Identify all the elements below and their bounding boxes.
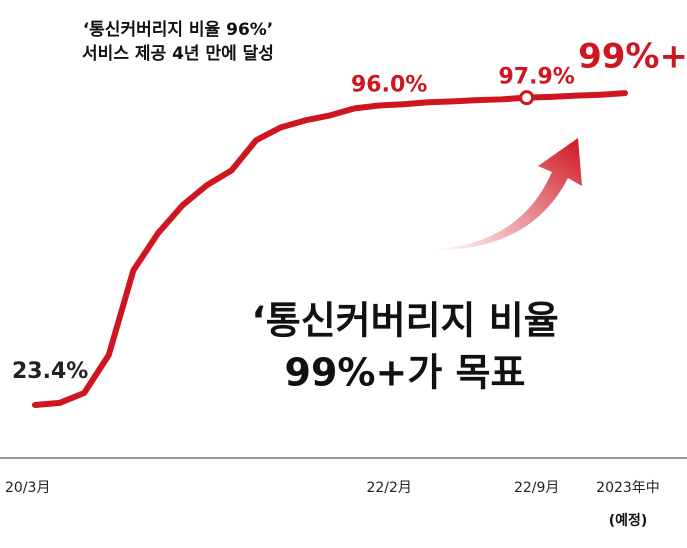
data-label: 99%+: [578, 37, 687, 77]
point-marker: [519, 90, 535, 106]
chart-title: ‘통신커버리지 비율 96%’: [83, 20, 274, 40]
annotation: 99%+가 목표: [285, 351, 526, 395]
x-tick-label: 2023年中: [596, 480, 660, 496]
arrow: [430, 138, 582, 251]
annotation: ‘통신커버리지 비율: [251, 299, 558, 343]
data-label: 97.9%: [499, 65, 575, 90]
x-tick-label: 22/2月: [366, 480, 411, 496]
data-label: 23.4%: [12, 359, 88, 384]
chart-subtitle: 서비스 제공 4년 만에 달성: [82, 43, 274, 64]
data-label: 96.0%: [351, 73, 427, 98]
x-tick-label: 20/3月: [5, 480, 50, 496]
x-tick-label: 22/9月: [514, 480, 559, 496]
x-label-note: (예정): [609, 512, 648, 529]
